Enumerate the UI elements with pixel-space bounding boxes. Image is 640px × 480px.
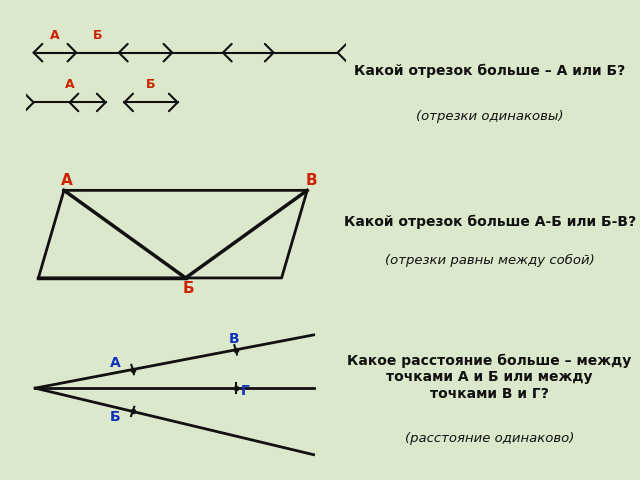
Text: Какой отрезок больше – А или Б?: Какой отрезок больше – А или Б? bbox=[354, 64, 625, 78]
Text: А: А bbox=[110, 356, 121, 370]
Text: (отрезки одинаковы): (отрезки одинаковы) bbox=[416, 110, 563, 123]
Text: Б: Б bbox=[93, 29, 102, 42]
Text: (расстояние одинаково): (расстояние одинаково) bbox=[405, 432, 574, 445]
Text: (отрезки равны между собой): (отрезки равны между собой) bbox=[385, 253, 595, 266]
Text: А: А bbox=[65, 78, 74, 91]
Text: Какое расстояние больше – между
точками А и Б или между
точками В и Г?: Какое расстояние больше – между точками … bbox=[348, 354, 632, 401]
Text: Б: Б bbox=[110, 410, 121, 424]
Text: В: В bbox=[229, 332, 240, 346]
Text: В: В bbox=[306, 173, 317, 188]
Text: Б: Б bbox=[146, 78, 156, 91]
Text: А: А bbox=[50, 29, 60, 42]
Text: Какой отрезок больше А-Б или Б-В?: Какой отрезок больше А-Б или Б-В? bbox=[344, 215, 636, 229]
Text: А: А bbox=[61, 173, 72, 188]
Text: Б: Б bbox=[182, 281, 194, 296]
Text: Г: Г bbox=[241, 384, 250, 398]
